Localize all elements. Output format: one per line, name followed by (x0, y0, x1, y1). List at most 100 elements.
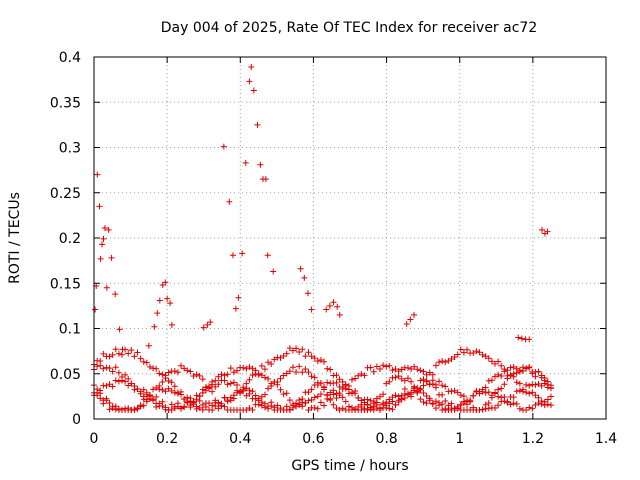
data-point (311, 355, 318, 362)
data-point (159, 386, 166, 393)
data-point (286, 406, 293, 413)
data-point (162, 388, 169, 395)
data-point (523, 389, 530, 396)
data-point (207, 319, 214, 326)
data-point (330, 387, 337, 394)
data-point (333, 379, 340, 386)
data-point (417, 377, 424, 384)
data-point (352, 375, 359, 382)
data-point (541, 398, 548, 405)
data-point (196, 397, 203, 404)
data-point (100, 350, 107, 357)
data-point (407, 316, 414, 323)
data-point (308, 373, 315, 380)
data-point (140, 358, 147, 365)
data-point (423, 371, 430, 378)
data-point (392, 401, 399, 408)
data-point (230, 379, 237, 386)
data-point (417, 367, 424, 374)
data-point (311, 374, 318, 381)
data-point (535, 381, 542, 388)
data-point (299, 346, 306, 353)
data-point (94, 386, 101, 393)
data-point (510, 394, 517, 401)
data-point (122, 378, 129, 385)
data-point (108, 254, 115, 261)
data-point (143, 398, 150, 405)
data-point (538, 374, 545, 381)
data-point (355, 372, 362, 379)
data-point (181, 365, 188, 372)
data-point (249, 406, 256, 413)
data-point (308, 306, 315, 313)
data-point (383, 399, 390, 406)
data-point (330, 401, 337, 408)
data-point (485, 405, 492, 412)
data-point (159, 371, 166, 378)
data-point (226, 198, 233, 205)
data-point (492, 360, 499, 367)
data-point (246, 364, 253, 371)
data-point (336, 406, 343, 413)
data-point (451, 354, 458, 361)
data-point (323, 306, 330, 313)
data-point (367, 364, 374, 371)
data-point (311, 394, 318, 401)
data-point (342, 398, 349, 405)
data-point (324, 365, 331, 372)
data-point (246, 78, 253, 85)
data-point (265, 375, 272, 382)
data-point (305, 389, 312, 396)
data-point (404, 375, 411, 382)
x-tick-label: 1.2 (522, 431, 544, 447)
data-point (137, 402, 144, 409)
chart-title: Day 004 of 2025, Rate Of TEC Index for r… (161, 20, 537, 36)
data-point (200, 324, 207, 331)
data-point (448, 400, 455, 407)
data-point (199, 401, 206, 408)
data-point (423, 393, 430, 400)
data-point (264, 252, 271, 259)
data-point (432, 405, 439, 412)
data-point (255, 397, 262, 404)
data-point (519, 367, 526, 374)
data-point (280, 353, 287, 360)
data-point (134, 404, 141, 411)
data-point (454, 405, 461, 412)
data-point (261, 374, 268, 381)
data-point (289, 347, 296, 354)
data-point (215, 381, 222, 388)
data-point (235, 294, 242, 301)
y-tick-label: 0 (72, 412, 81, 428)
y-tick-label: 0.05 (50, 367, 81, 383)
data-point (529, 370, 536, 377)
data-point (131, 353, 138, 360)
data-point (342, 385, 349, 392)
data-point (268, 399, 275, 406)
data-point (420, 376, 427, 383)
data-point (109, 405, 116, 412)
data-point (165, 369, 172, 376)
data-point (109, 368, 116, 375)
data-point (518, 335, 525, 342)
data-point (420, 382, 427, 389)
data-point (529, 389, 536, 396)
data-point (153, 384, 160, 391)
data-point (227, 397, 234, 404)
data-point (165, 377, 172, 384)
data-point (423, 400, 430, 407)
data-point (252, 401, 259, 408)
data-point (221, 394, 228, 401)
data-point (539, 226, 545, 233)
data-point (243, 406, 250, 413)
data-point (227, 380, 234, 387)
data-point (398, 396, 405, 403)
data-point (495, 358, 502, 365)
data-point (178, 362, 185, 369)
data-point (523, 381, 530, 388)
data-point (495, 371, 502, 378)
data-point (293, 403, 300, 410)
data-point (526, 336, 533, 343)
data-point (218, 400, 225, 407)
